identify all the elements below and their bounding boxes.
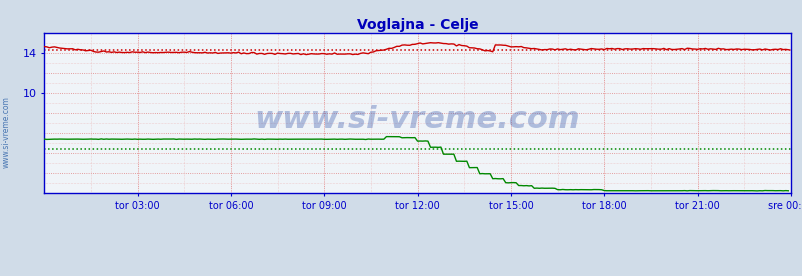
Title: Voglajna - Celje: Voglajna - Celje bbox=[356, 18, 478, 32]
Text: www.si-vreme.com: www.si-vreme.com bbox=[254, 105, 580, 134]
Text: www.si-vreme.com: www.si-vreme.com bbox=[2, 97, 11, 168]
